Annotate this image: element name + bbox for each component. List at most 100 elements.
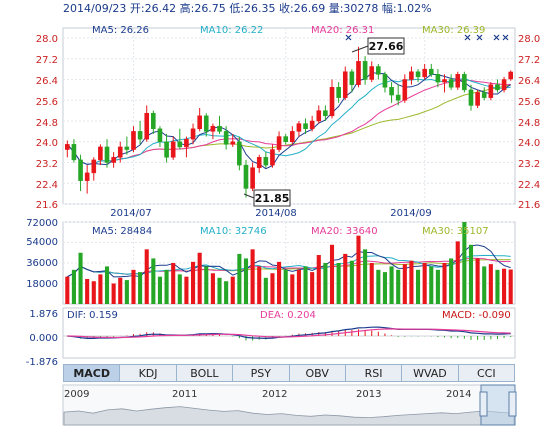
price-tick-left: 28.0 <box>36 34 58 45</box>
candle-body <box>117 146 123 158</box>
tab-rsi[interactable]: RSI <box>346 365 403 381</box>
price-tick-right: 23.2 <box>518 159 540 170</box>
candle <box>481 87 487 101</box>
volume-bar <box>138 272 143 304</box>
candle-body <box>475 92 480 106</box>
candle <box>382 71 388 93</box>
volume-bar <box>85 278 90 304</box>
tab-macd[interactable]: MACD <box>64 365 121 381</box>
candle-body <box>250 167 255 189</box>
cross-marker-icon <box>502 34 509 41</box>
volume-bar <box>356 235 361 304</box>
candle-body <box>309 120 315 130</box>
candle <box>111 152 116 168</box>
vol-legend-ma30: MA30: 35107 <box>422 226 489 237</box>
candle-body <box>131 131 136 150</box>
navigator-left-handle[interactable] <box>479 391 488 417</box>
volume-bar <box>204 266 209 304</box>
candle-body <box>303 123 308 130</box>
header-volume: 量:30278 <box>329 2 379 15</box>
volume-bar <box>369 263 374 304</box>
macd-dif-label: DIF: 0.159 <box>67 310 118 321</box>
volume-bar <box>482 266 487 304</box>
candle <box>71 139 77 163</box>
nav-year-label: 2013 <box>356 389 381 400</box>
volume-bar <box>197 252 202 304</box>
volume-bar-series <box>65 222 513 304</box>
candle <box>468 84 474 111</box>
volume-bar <box>363 249 368 304</box>
candle <box>323 105 328 121</box>
price-tick-left: 24.0 <box>36 138 58 149</box>
candle-body <box>296 123 302 132</box>
x-tick-label: 2014/08 <box>255 208 297 219</box>
candle <box>98 144 103 166</box>
volume-bar <box>435 269 440 304</box>
candle-body <box>104 146 110 163</box>
candle <box>250 162 255 192</box>
candle <box>462 71 467 93</box>
candle <box>402 74 408 103</box>
candle <box>283 133 288 145</box>
candle-body <box>243 164 249 189</box>
candle <box>137 121 143 145</box>
volume-bar <box>217 277 222 304</box>
candle-body <box>124 146 130 150</box>
volume-bar <box>502 268 507 304</box>
candle <box>177 128 183 150</box>
volume-bar <box>396 269 401 304</box>
candle <box>78 154 83 192</box>
candle <box>448 74 454 90</box>
tab-kdj[interactable]: KDJ <box>120 365 177 381</box>
volume-bar <box>455 241 460 304</box>
price-tick-left: 26.4 <box>36 76 58 87</box>
candle <box>316 105 322 124</box>
volume-bar <box>409 260 414 304</box>
volume-bar <box>449 258 454 304</box>
candle-body <box>402 79 408 101</box>
candle <box>84 165 90 194</box>
tab-wvad[interactable]: WVAD <box>402 365 459 381</box>
volume-tick: 18000 <box>26 279 58 290</box>
volume-bar <box>277 261 282 304</box>
candle <box>369 61 375 83</box>
price-tick-left: 25.6 <box>36 97 58 108</box>
volume-bar <box>310 272 315 304</box>
tab-boll[interactable]: BOLL <box>177 365 234 381</box>
candle-body <box>455 74 461 88</box>
candle <box>270 144 275 168</box>
indicator-tabs: MACD KDJ BOLL PSY OBV RSI WVAD CCI <box>63 364 515 382</box>
volume-bar <box>210 273 215 304</box>
vol-legend-ma10: MA10: 32746 <box>200 226 267 237</box>
volume-bar <box>190 261 196 304</box>
candle-body <box>462 74 467 91</box>
tab-cci[interactable]: CCI <box>477 366 496 380</box>
legend-ma30: MA30: 26.39 <box>422 25 485 36</box>
dea-line <box>67 328 511 339</box>
candle <box>488 82 494 101</box>
candle <box>65 140 70 158</box>
volume-bar <box>402 264 407 304</box>
candle-body <box>395 94 401 101</box>
header-date: 2014/09/23 <box>63 2 126 15</box>
navigator-overview-line <box>63 406 515 426</box>
legend-ma10: MA10: 26.22 <box>200 25 263 36</box>
candle <box>243 159 249 198</box>
macd-tick: 1.876 <box>29 309 58 320</box>
candle <box>442 74 447 93</box>
tab-obv[interactable]: OBV <box>290 365 346 381</box>
volume-bar <box>184 276 189 304</box>
volume-bar <box>263 277 268 304</box>
header-open: 开:26.42 <box>130 2 176 15</box>
candle <box>131 126 136 153</box>
volume-bar <box>415 269 421 304</box>
candle <box>356 46 361 88</box>
volume-tick: 54000 <box>26 237 58 248</box>
macd-panel-frame <box>62 307 516 359</box>
vol-legend-ma5: MA5: 28484 <box>92 226 152 237</box>
candle-body <box>290 131 295 142</box>
navigator-right-handle[interactable] <box>508 391 517 417</box>
candle <box>184 136 189 158</box>
tab-psy[interactable]: PSY <box>233 365 290 381</box>
candle-body <box>382 74 388 88</box>
